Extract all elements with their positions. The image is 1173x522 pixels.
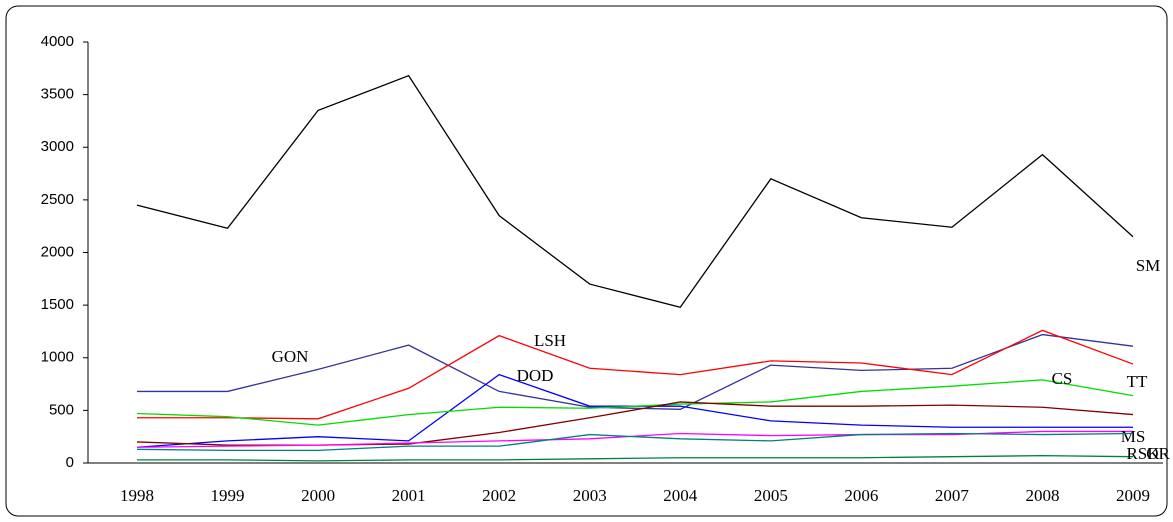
y-tick-label: 1500 bbox=[41, 296, 74, 313]
series-label: TT bbox=[1127, 372, 1148, 391]
series-label: GON bbox=[272, 347, 309, 366]
y-tick-label: 4000 bbox=[41, 33, 74, 50]
y-tick-label: 2500 bbox=[41, 191, 74, 208]
series-line bbox=[137, 329, 1134, 420]
series-label: RSK bbox=[1126, 444, 1160, 463]
x-tick-label: 2005 bbox=[754, 486, 788, 505]
series-label: CS bbox=[1052, 369, 1073, 388]
series-line bbox=[136, 379, 1134, 426]
y-tick-label: 500 bbox=[49, 401, 74, 418]
y-tick-label: 2000 bbox=[41, 243, 74, 260]
x-tick-label: 2007 bbox=[935, 486, 970, 505]
x-tick-label: 2003 bbox=[573, 486, 607, 505]
series-label: DOD bbox=[517, 366, 554, 385]
y-tick-label: 0 bbox=[66, 454, 74, 471]
x-tick-label: 2001 bbox=[392, 486, 426, 505]
chart-frame bbox=[5, 5, 1168, 517]
series-label: MS bbox=[1121, 427, 1146, 446]
x-tick-label: 2004 bbox=[663, 486, 698, 505]
series-label: OR bbox=[1146, 444, 1170, 463]
series-line bbox=[136, 432, 1134, 452]
x-tick-label: 2002 bbox=[482, 486, 516, 505]
y-tick-label: 3500 bbox=[41, 86, 74, 103]
series-line bbox=[137, 454, 1134, 462]
series-label: LSH bbox=[534, 331, 566, 350]
y-tick-label: 1000 bbox=[41, 349, 74, 366]
series-label: SM bbox=[1136, 256, 1161, 275]
series-line bbox=[137, 333, 1134, 410]
series-line bbox=[136, 74, 1134, 308]
x-tick-label: 1998 bbox=[120, 486, 154, 505]
x-tick-label: 2000 bbox=[301, 486, 335, 505]
x-tick-label: 1999 bbox=[211, 486, 245, 505]
x-tick-label: 2008 bbox=[1025, 486, 1059, 505]
x-tick-label: 2009 bbox=[1116, 486, 1150, 505]
y-tick-label: 3000 bbox=[41, 138, 74, 155]
x-tick-label: 2006 bbox=[844, 486, 878, 505]
